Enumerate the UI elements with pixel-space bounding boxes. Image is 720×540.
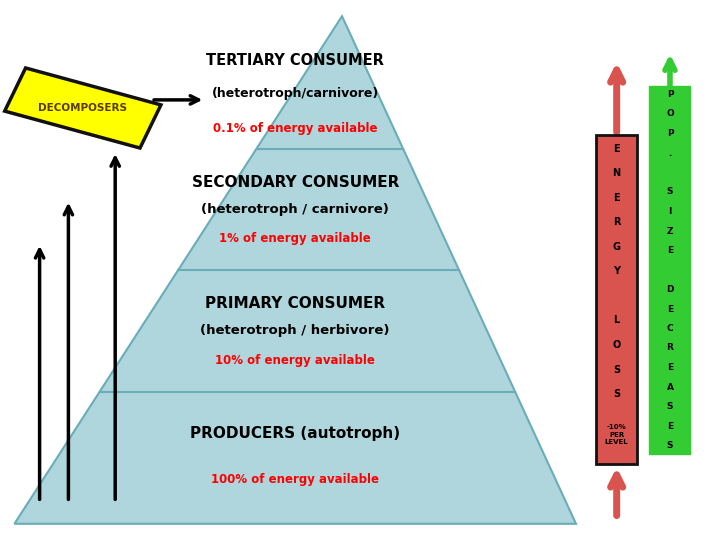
- Text: (heterotroph / herbivore): (heterotroph / herbivore): [200, 324, 390, 338]
- Text: E: E: [667, 422, 673, 430]
- Text: Y: Y: [613, 266, 620, 276]
- FancyBboxPatch shape: [4, 68, 161, 148]
- Text: R: R: [613, 217, 621, 227]
- Text: A: A: [667, 382, 673, 392]
- Text: E: E: [667, 246, 673, 255]
- FancyBboxPatch shape: [596, 135, 637, 464]
- Text: I: I: [668, 207, 672, 216]
- Text: Z: Z: [667, 226, 673, 235]
- Polygon shape: [14, 16, 576, 524]
- Text: N: N: [613, 168, 621, 178]
- Text: DECOMPOSERS: DECOMPOSERS: [38, 103, 127, 113]
- Text: (heterotroph / carnivore): (heterotroph / carnivore): [202, 202, 389, 216]
- Text: E: E: [613, 144, 620, 153]
- Text: 1% of energy available: 1% of energy available: [220, 232, 371, 246]
- Text: D: D: [666, 285, 674, 294]
- Text: C: C: [667, 324, 673, 333]
- Text: SECONDARY CONSUMER: SECONDARY CONSUMER: [192, 175, 399, 190]
- Text: PRIMARY CONSUMER: PRIMARY CONSUMER: [205, 296, 385, 311]
- Text: G: G: [613, 242, 621, 252]
- Text: S: S: [667, 402, 673, 411]
- Text: 100% of energy available: 100% of energy available: [211, 472, 379, 486]
- Text: O: O: [666, 110, 674, 118]
- Text: PRODUCERS (autotroph): PRODUCERS (autotroph): [190, 426, 400, 441]
- Text: (heterotroph/carnivore): (heterotroph/carnivore): [212, 86, 379, 100]
- FancyBboxPatch shape: [649, 86, 690, 454]
- Text: 0.1% of energy available: 0.1% of energy available: [213, 122, 377, 135]
- Text: E: E: [667, 305, 673, 314]
- Text: P: P: [667, 90, 673, 99]
- Text: TERTIARY CONSUMER: TERTIARY CONSUMER: [206, 53, 384, 68]
- Text: E: E: [613, 193, 620, 202]
- Text: R: R: [667, 343, 673, 353]
- Text: S: S: [613, 389, 620, 399]
- Text: S: S: [667, 441, 673, 450]
- Text: .: .: [668, 148, 672, 158]
- Text: O: O: [613, 340, 621, 350]
- Text: S: S: [667, 187, 673, 197]
- Text: E: E: [667, 363, 673, 372]
- Text: S: S: [613, 364, 620, 375]
- Text: L: L: [613, 315, 620, 326]
- Text: 10% of energy available: 10% of energy available: [215, 354, 375, 367]
- Text: P: P: [667, 129, 673, 138]
- Text: -10%
PER
LEVEL: -10% PER LEVEL: [605, 424, 629, 445]
